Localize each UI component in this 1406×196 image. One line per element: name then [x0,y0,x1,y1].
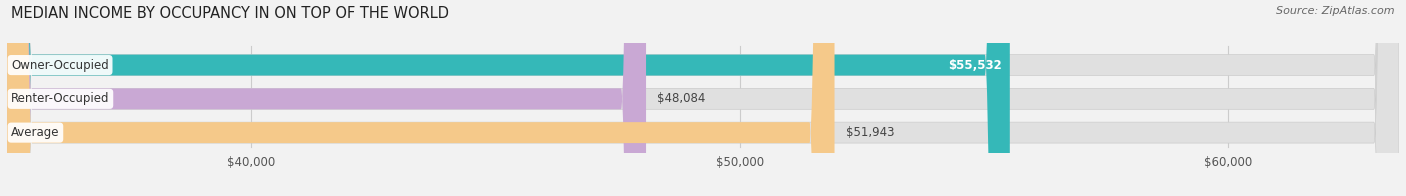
FancyBboxPatch shape [7,0,1399,196]
FancyBboxPatch shape [7,0,835,196]
Text: Source: ZipAtlas.com: Source: ZipAtlas.com [1277,6,1395,16]
Text: $51,943: $51,943 [845,126,894,139]
FancyBboxPatch shape [7,0,1010,196]
Text: Renter-Occupied: Renter-Occupied [11,92,110,105]
Text: Average: Average [11,126,59,139]
Text: $55,532: $55,532 [948,59,1001,72]
FancyBboxPatch shape [7,0,1399,196]
FancyBboxPatch shape [7,0,645,196]
Text: MEDIAN INCOME BY OCCUPANCY IN ON TOP OF THE WORLD: MEDIAN INCOME BY OCCUPANCY IN ON TOP OF … [11,6,450,21]
Text: Owner-Occupied: Owner-Occupied [11,59,108,72]
FancyBboxPatch shape [7,0,1399,196]
Text: $48,084: $48,084 [657,92,706,105]
